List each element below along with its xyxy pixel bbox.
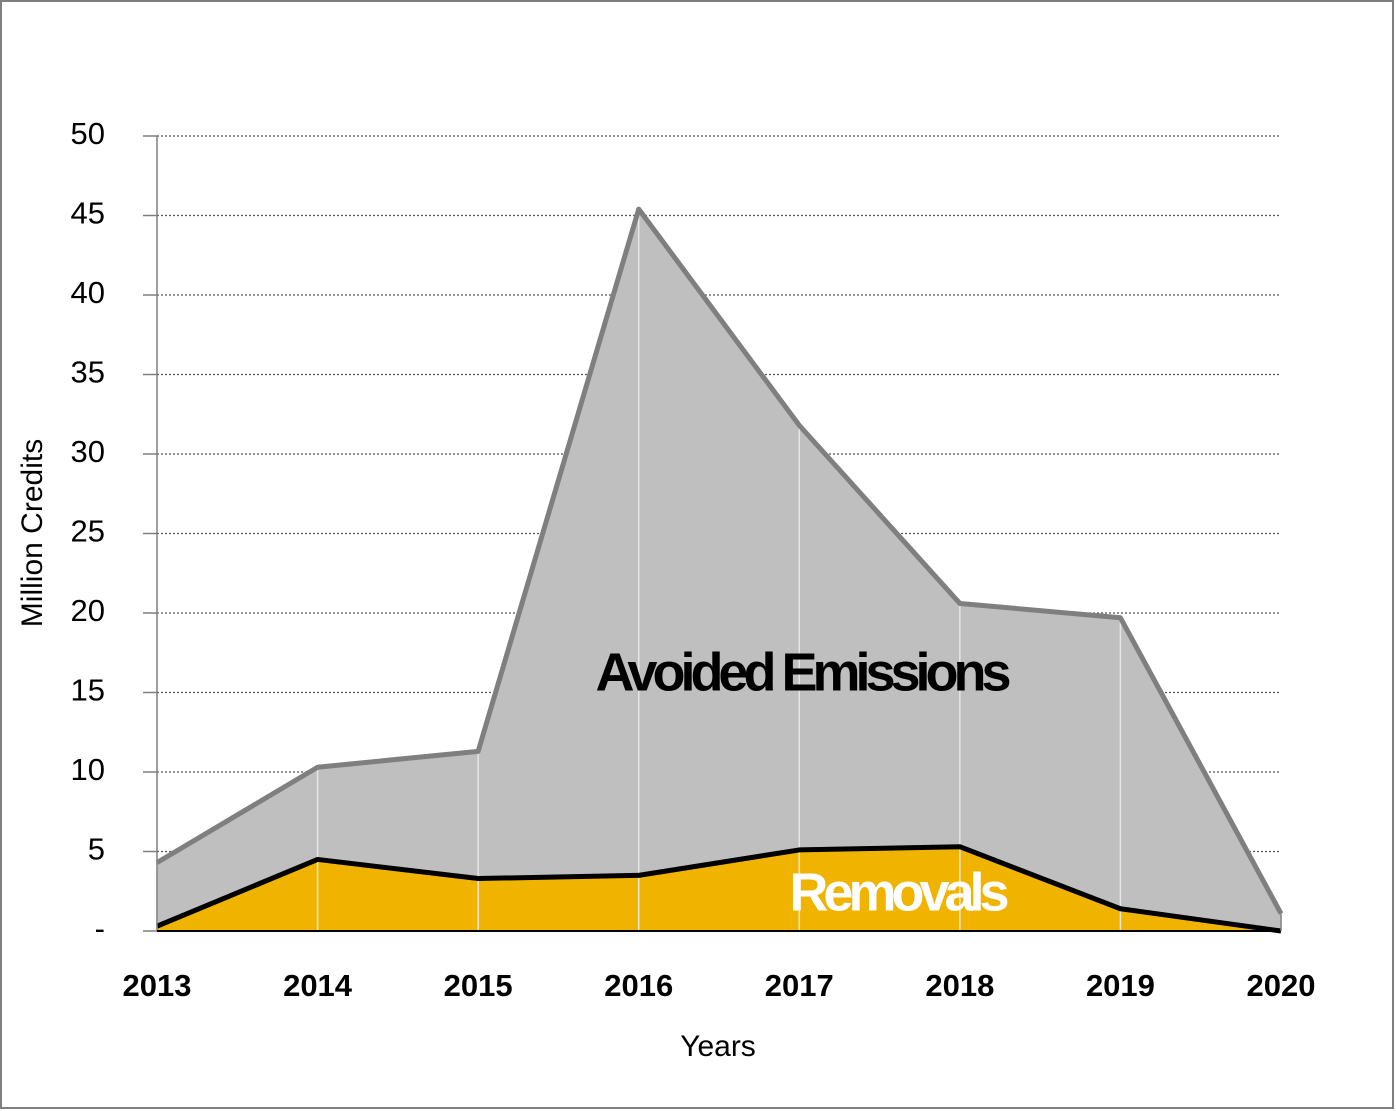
y-tick-label: 45	[71, 196, 105, 231]
x-tick-label: 2013	[123, 968, 192, 1003]
y-tick-label: 15	[71, 673, 105, 708]
y-tick-label: 25	[71, 514, 105, 549]
overlay: - 5 10 15 20 25 30 35 40 45 50 2013 2014 2015 2016 2017…	[71, 116, 1316, 1003]
area	[157, 209, 1281, 931]
y-tick-label: 35	[71, 355, 105, 390]
x-tick-label: 2020	[1247, 968, 1316, 1003]
y-tick-label: 40	[71, 275, 105, 310]
x-tick-label: 2014	[283, 968, 353, 1003]
y-tick-label: 10	[71, 752, 105, 787]
x-tick-label: 2018	[925, 968, 994, 1003]
y-tick-label: 30	[71, 434, 105, 469]
y-tick-label: -	[95, 911, 105, 946]
x-tick-label: 2015	[444, 968, 513, 1003]
x-axis-title: Years	[680, 1030, 756, 1063]
x-tick-label: 2017	[765, 968, 834, 1003]
x-tick-label: 2019	[1086, 968, 1155, 1003]
y-tick-label: 20	[71, 593, 105, 628]
series-label: Removals	[789, 862, 1007, 922]
areas	[155, 206, 1284, 934]
y-tick-label: 5	[88, 832, 105, 867]
y-tick-label: 50	[71, 116, 105, 151]
series-line	[155, 206, 1284, 915]
series-line	[156, 844, 1282, 934]
y-axis-title: Million Credits	[16, 439, 49, 627]
area	[157, 846, 1281, 931]
series-label: Avoided Emissions	[595, 642, 1009, 702]
x-tick-label: 2016	[604, 968, 673, 1003]
